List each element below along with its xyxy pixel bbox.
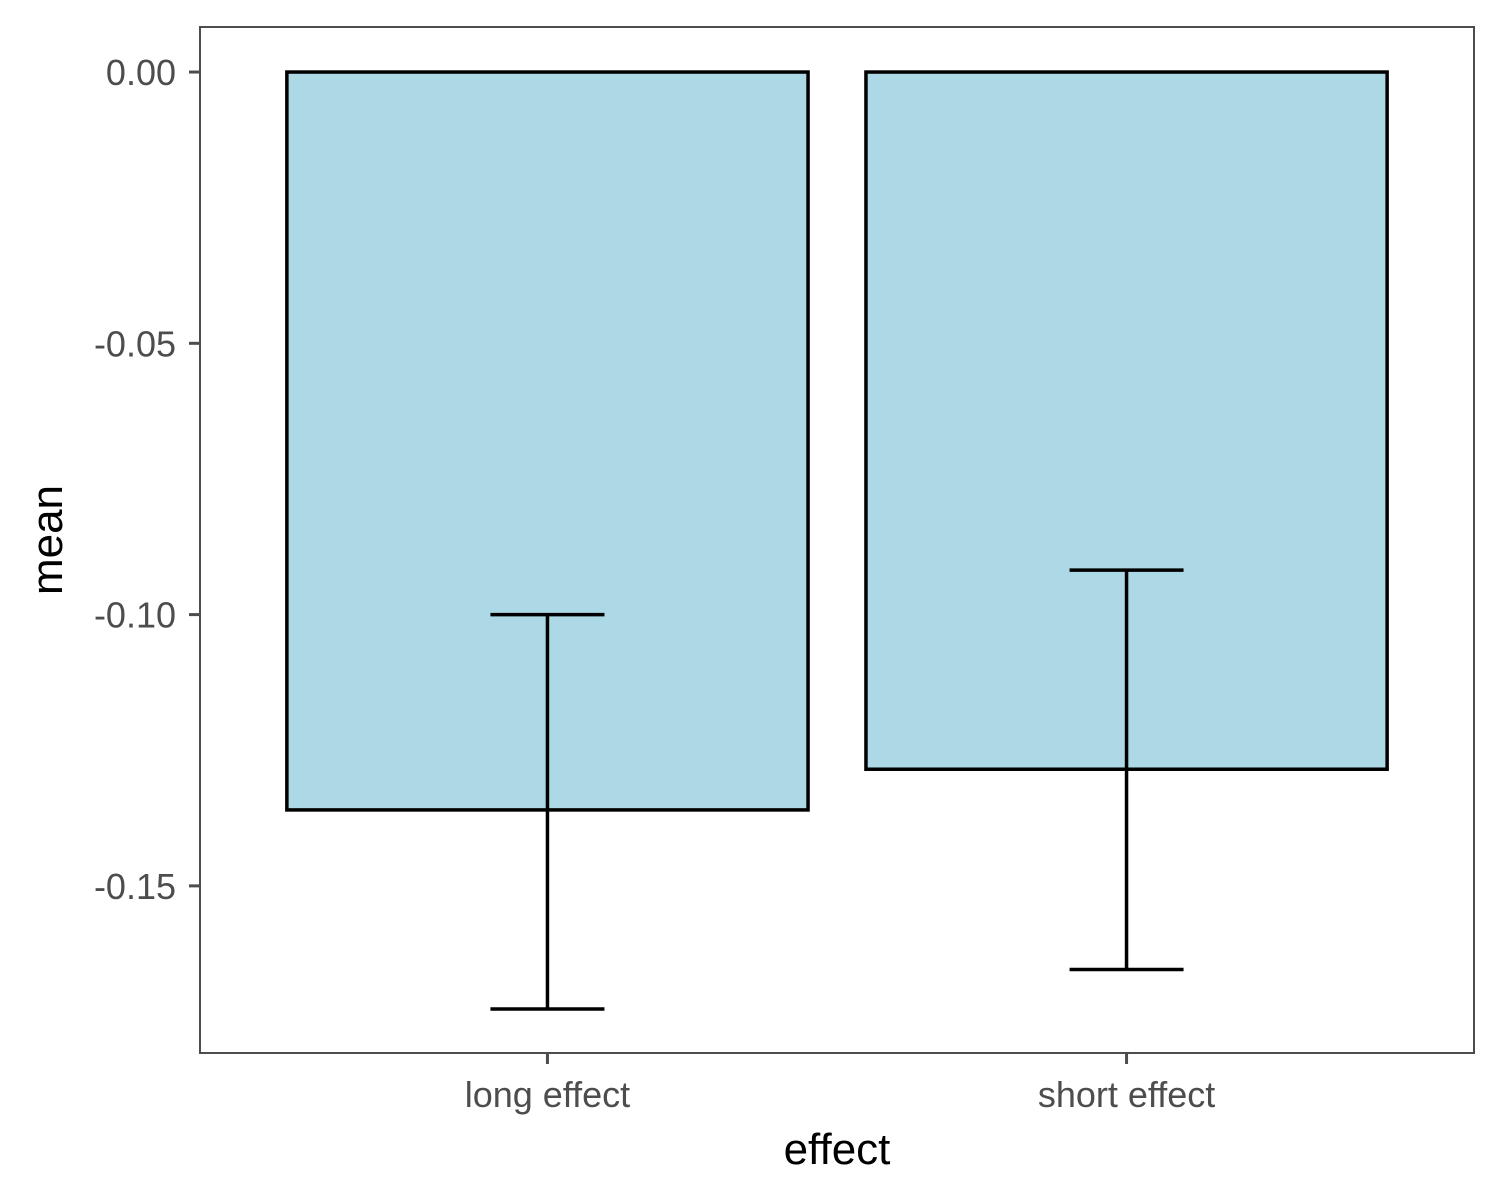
y-axis-title: mean xyxy=(23,485,72,595)
y-tick-label-0: 0.00 xyxy=(106,52,176,93)
x-tick-label-0: long effect xyxy=(465,1074,630,1115)
y-tick-label-2: -0.10 xyxy=(94,595,176,636)
x-axis-title: effect xyxy=(784,1125,891,1174)
y-tick-label-1: -0.05 xyxy=(94,323,176,364)
errorbar-1 xyxy=(1069,568,1184,972)
errorbar-0 xyxy=(490,612,605,1011)
y-axis: 0.00 -0.05 -0.10 -0.15 xyxy=(94,52,200,907)
y-tick-label-3: -0.15 xyxy=(94,866,176,907)
bars-layer xyxy=(285,70,1389,812)
errorbars-layer xyxy=(490,568,1184,1011)
x-tick-label-1: short effect xyxy=(1038,1074,1215,1115)
x-axis: long effect short effect xyxy=(465,1053,1215,1115)
plot-panel-border xyxy=(199,26,1475,1054)
